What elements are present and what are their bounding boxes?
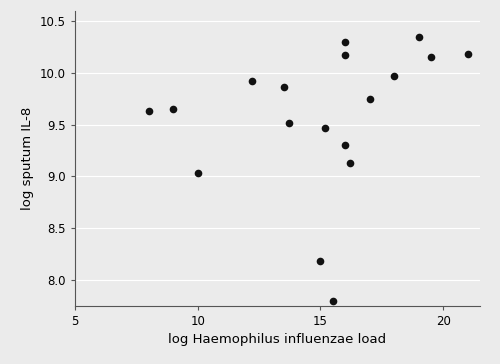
Y-axis label: log sputum IL-8: log sputum IL-8 (22, 107, 35, 210)
Point (341, 142, 349, 148)
Point (414, 34, 422, 40)
Point (194, 170, 202, 176)
Point (280, 84, 287, 90)
Point (284, 120, 292, 126)
Point (316, 258, 324, 264)
Point (464, 51, 471, 57)
Point (427, 55, 435, 60)
X-axis label: log Haemophilus influenzae load: log Haemophilus influenzae load (168, 333, 386, 346)
Point (248, 78, 256, 84)
Point (390, 73, 398, 79)
Point (341, 39, 349, 45)
Point (328, 298, 336, 304)
Point (144, 108, 152, 114)
Point (169, 106, 177, 112)
Point (346, 160, 354, 166)
Point (366, 96, 374, 102)
Point (341, 52, 349, 58)
Point (322, 125, 330, 131)
